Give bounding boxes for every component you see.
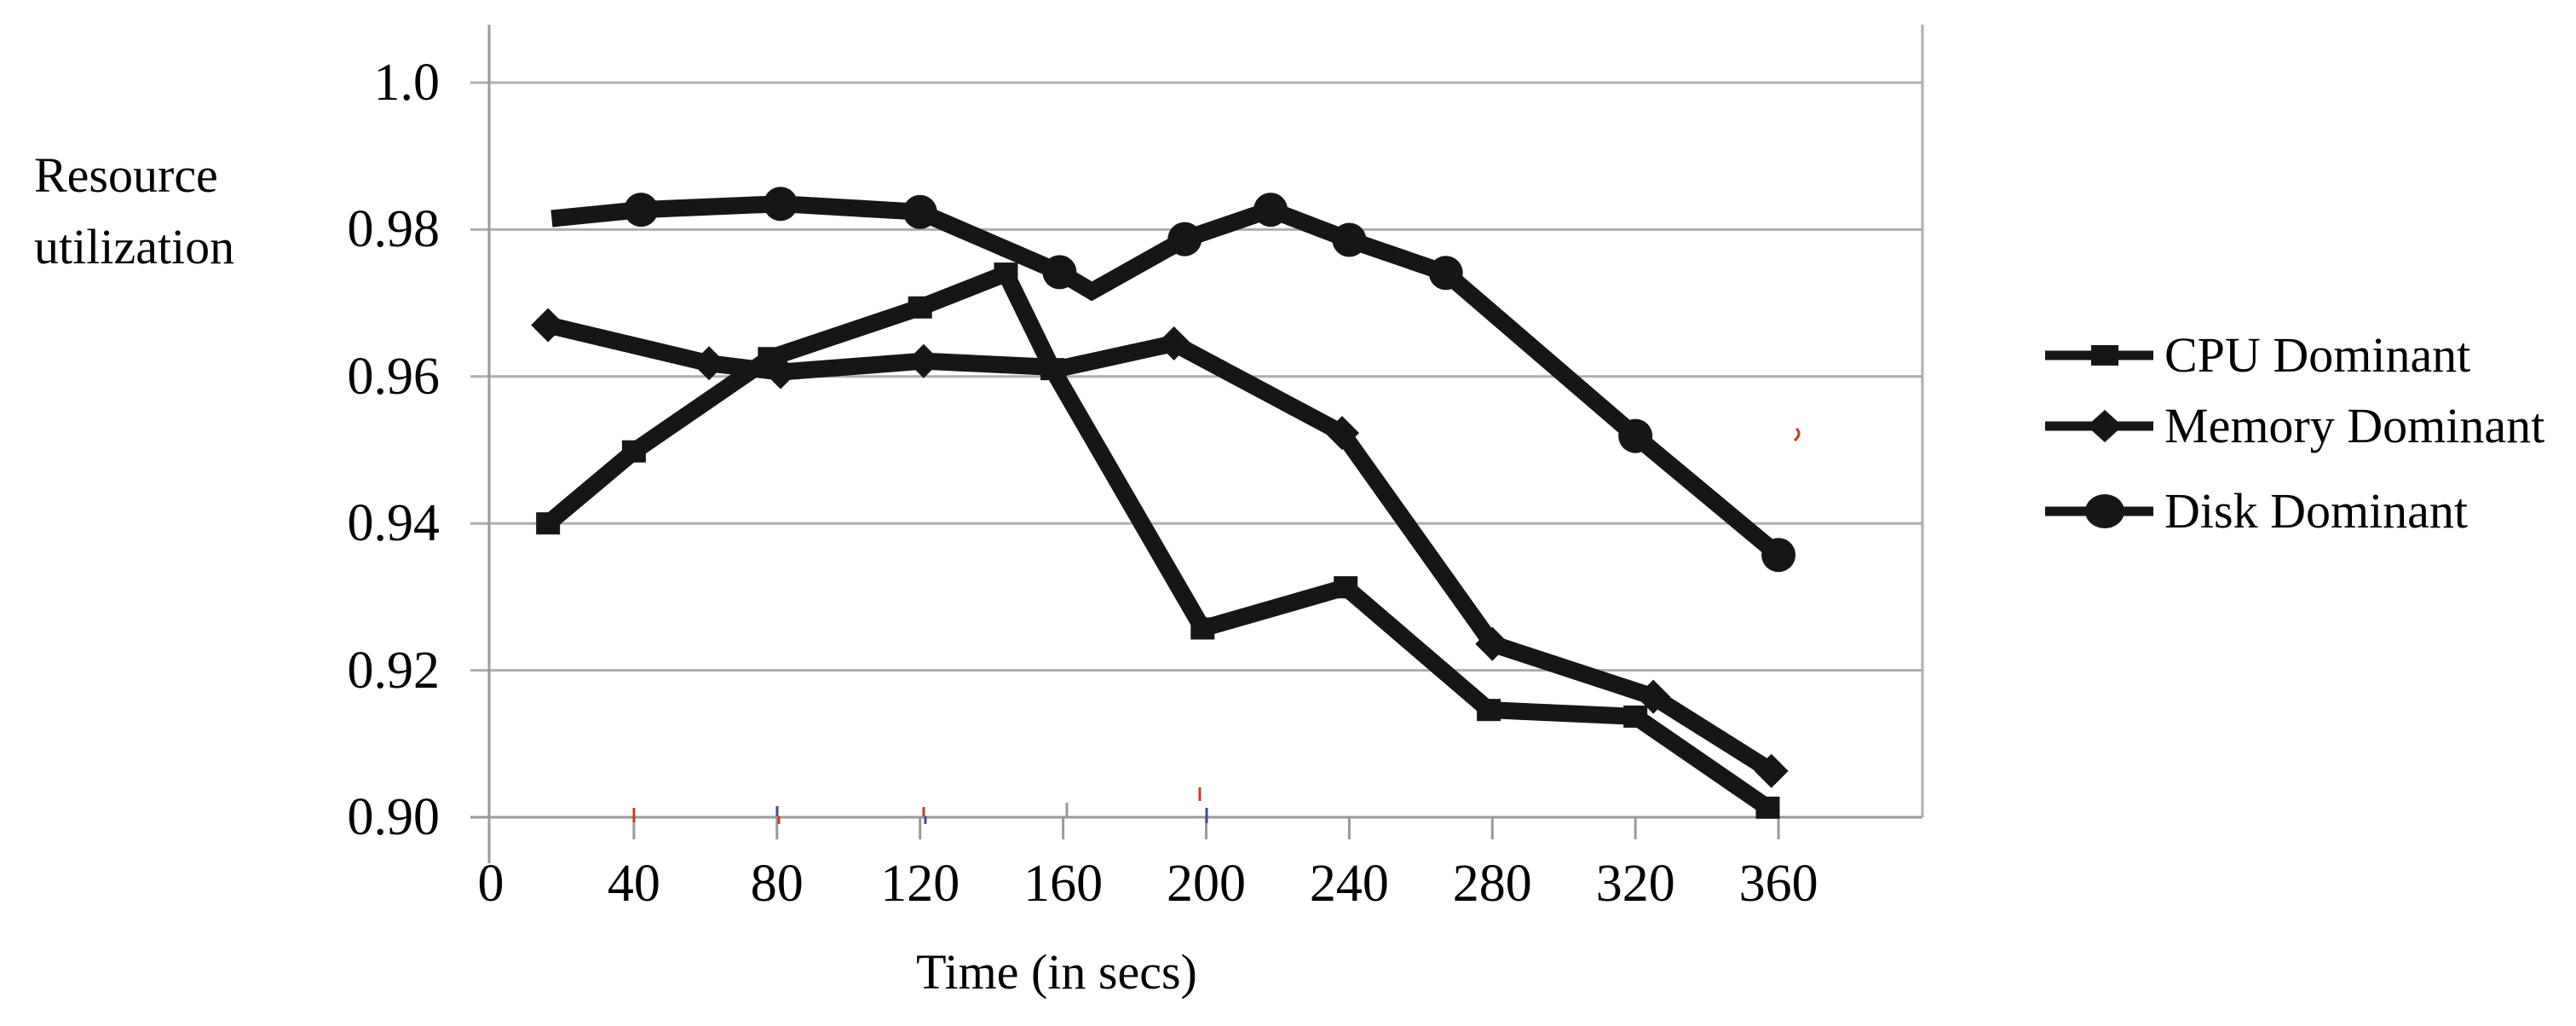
legend-label-cpu-dominant: CPU Dominant bbox=[2164, 327, 2471, 383]
y-axis-title-line1: Resource bbox=[34, 147, 218, 203]
square-marker bbox=[1623, 705, 1648, 728]
circle-marker bbox=[1167, 222, 1202, 256]
series-line-disk-dominant bbox=[550, 195, 1784, 562]
square-marker bbox=[908, 296, 932, 319]
diamond-marker bbox=[1325, 416, 1360, 451]
diamond-marker bbox=[1636, 679, 1671, 714]
diamond-marker bbox=[1754, 753, 1789, 788]
x-tick-label: 360 bbox=[1738, 855, 1818, 913]
square-marker bbox=[2091, 345, 2118, 366]
circle-marker bbox=[1332, 222, 1367, 257]
x-tick-label: 280 bbox=[1452, 855, 1532, 913]
x-tick-label: 80 bbox=[750, 855, 804, 913]
y-tick-label: 0.94 bbox=[347, 494, 441, 553]
y-axis-title-line2: utilization bbox=[34, 219, 235, 274]
legend-label-memory-dominant: Memory Dominant bbox=[2164, 398, 2545, 453]
diamond-marker bbox=[692, 346, 727, 381]
circle-marker bbox=[2085, 494, 2124, 528]
x-tick-label: 160 bbox=[1023, 855, 1104, 913]
circle-marker bbox=[1428, 256, 1463, 291]
diamond-marker bbox=[1475, 626, 1510, 661]
square-marker bbox=[994, 262, 1018, 285]
y-tick-label: 0.98 bbox=[347, 200, 441, 259]
x-tick-label: 200 bbox=[1167, 855, 1246, 913]
circle-marker bbox=[1761, 538, 1796, 573]
x-tick-label: 40 bbox=[607, 855, 660, 913]
circle-marker bbox=[763, 187, 798, 222]
square-marker bbox=[1477, 699, 1501, 722]
y-tick-label: 0.92 bbox=[347, 641, 441, 700]
diamond-marker bbox=[531, 308, 566, 343]
y-tick-label: 0.90 bbox=[347, 788, 441, 846]
diamond-marker bbox=[1156, 326, 1191, 361]
square-marker bbox=[621, 440, 646, 463]
square-marker bbox=[1190, 617, 1215, 640]
square-marker bbox=[1040, 358, 1065, 381]
y-axis-title: Resource utilization bbox=[34, 140, 234, 283]
y-tick-label: 1.0 bbox=[373, 54, 441, 112]
y-tick-label: 0.96 bbox=[347, 347, 441, 406]
circle-marker bbox=[1253, 193, 1288, 228]
circle-marker bbox=[902, 194, 937, 229]
x-tick-label: 320 bbox=[1595, 855, 1675, 913]
square-marker bbox=[536, 512, 561, 535]
square-marker bbox=[1755, 796, 1780, 819]
square-marker bbox=[1334, 576, 1358, 599]
x-tick-label: 240 bbox=[1309, 855, 1389, 913]
circle-marker bbox=[1618, 418, 1653, 453]
x-tick-label: 120 bbox=[880, 855, 960, 913]
diamond-marker bbox=[763, 354, 798, 389]
x-tick-label: 0 bbox=[477, 855, 504, 913]
x-axis-title: Time (in secs) bbox=[916, 944, 1197, 1000]
legend-label-disk-dominant: Disk Dominant bbox=[2164, 483, 2469, 539]
circle-marker bbox=[1042, 255, 1077, 290]
circle-marker bbox=[624, 193, 659, 228]
diamond-marker bbox=[2087, 410, 2123, 442]
series-line-memory-dominant bbox=[545, 316, 1777, 779]
diamond-marker bbox=[906, 343, 941, 378]
scan-noise-mark bbox=[1793, 427, 1801, 442]
